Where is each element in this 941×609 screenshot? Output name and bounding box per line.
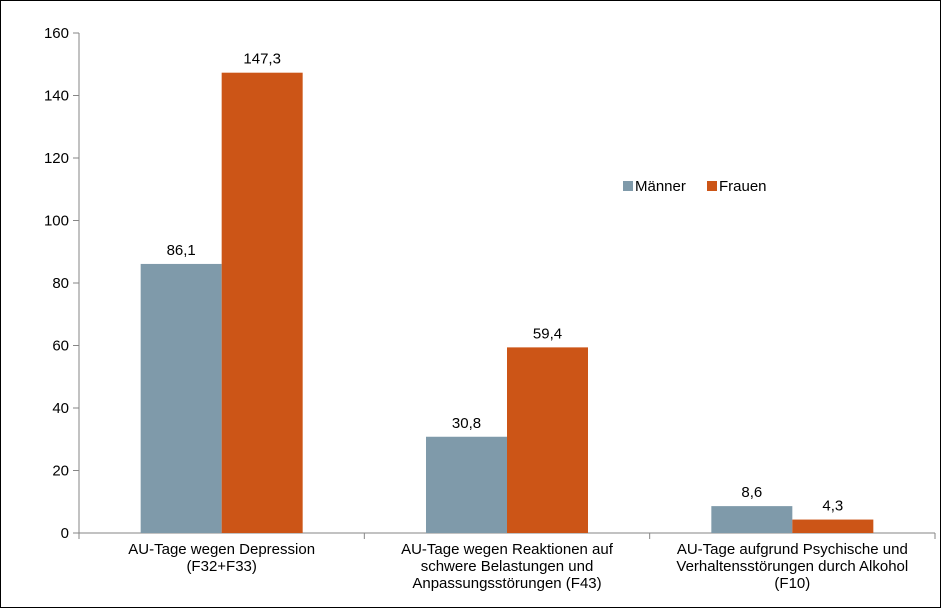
bar-value-label: 8,6 [741,484,762,501]
legend-label: Männer [635,178,686,195]
y-axis-ticks: 0 20 40 60 80 100 120 140 160 [44,25,79,542]
x-axis-categories: AU-Tage wegen Depression (F32+F33)AU-Tage… [128,541,908,592]
bar-frauen-1 [507,347,588,533]
bar-maenner-2 [711,506,793,533]
bar-maenner-0 [140,263,222,533]
bars [140,72,874,533]
category-label-line: Verhaltensstörungen durch Alkohol [676,558,908,575]
y-tick-label: 0 [61,525,69,542]
bar-value-label: 59,4 [533,325,562,342]
bar-value-label: 147,3 [243,51,281,68]
category-label-line: (F10) [774,575,810,592]
y-tick-label: 80 [52,275,69,292]
bar-value-label: 86,1 [167,242,196,259]
category-label-line: Anpassungsstörungen (F43) [412,575,601,592]
bar-value-label: 4,3 [822,498,843,515]
legend-swatch [623,181,633,191]
y-tick-label: 140 [44,88,69,105]
category-label: AU-Tage aufgrund Psychische und Verhalten… [676,541,908,592]
y-tick-label: 40 [52,400,69,417]
bar-frauen-2 [792,519,874,533]
category-label-line: AU-Tage wegen Reaktionen auf [401,541,614,558]
category-label-line: (F32+F33) [186,558,256,575]
category-label-line: AU-Tage aufgrund Psychische und [677,541,908,558]
category-label-line: schwere Belastungen und [421,558,594,575]
legend: Männer Frauen [623,178,767,195]
category-label: AU-Tage wegen Depression (F32+F33) [128,541,315,575]
category-label: AU-Tage wegen Reaktionen auf schwere Bela… [401,541,614,592]
bar-maenner-1 [426,436,507,533]
bar-frauen-0 [221,72,303,533]
category-label-line: AU-Tage wegen Depression [128,541,315,558]
y-tick-label: 160 [44,25,69,42]
y-tick-label: 120 [44,150,69,167]
legend-swatch [707,181,717,191]
y-tick-label: 20 [52,463,69,480]
bar-value-label: 30,8 [452,415,481,432]
legend-label: Frauen [719,178,767,195]
data-labels: 86,1 147,3 30,8 59,4 8,6 4,3 [167,51,844,515]
y-tick-label: 60 [52,338,69,355]
y-tick-label: 100 [44,213,69,230]
